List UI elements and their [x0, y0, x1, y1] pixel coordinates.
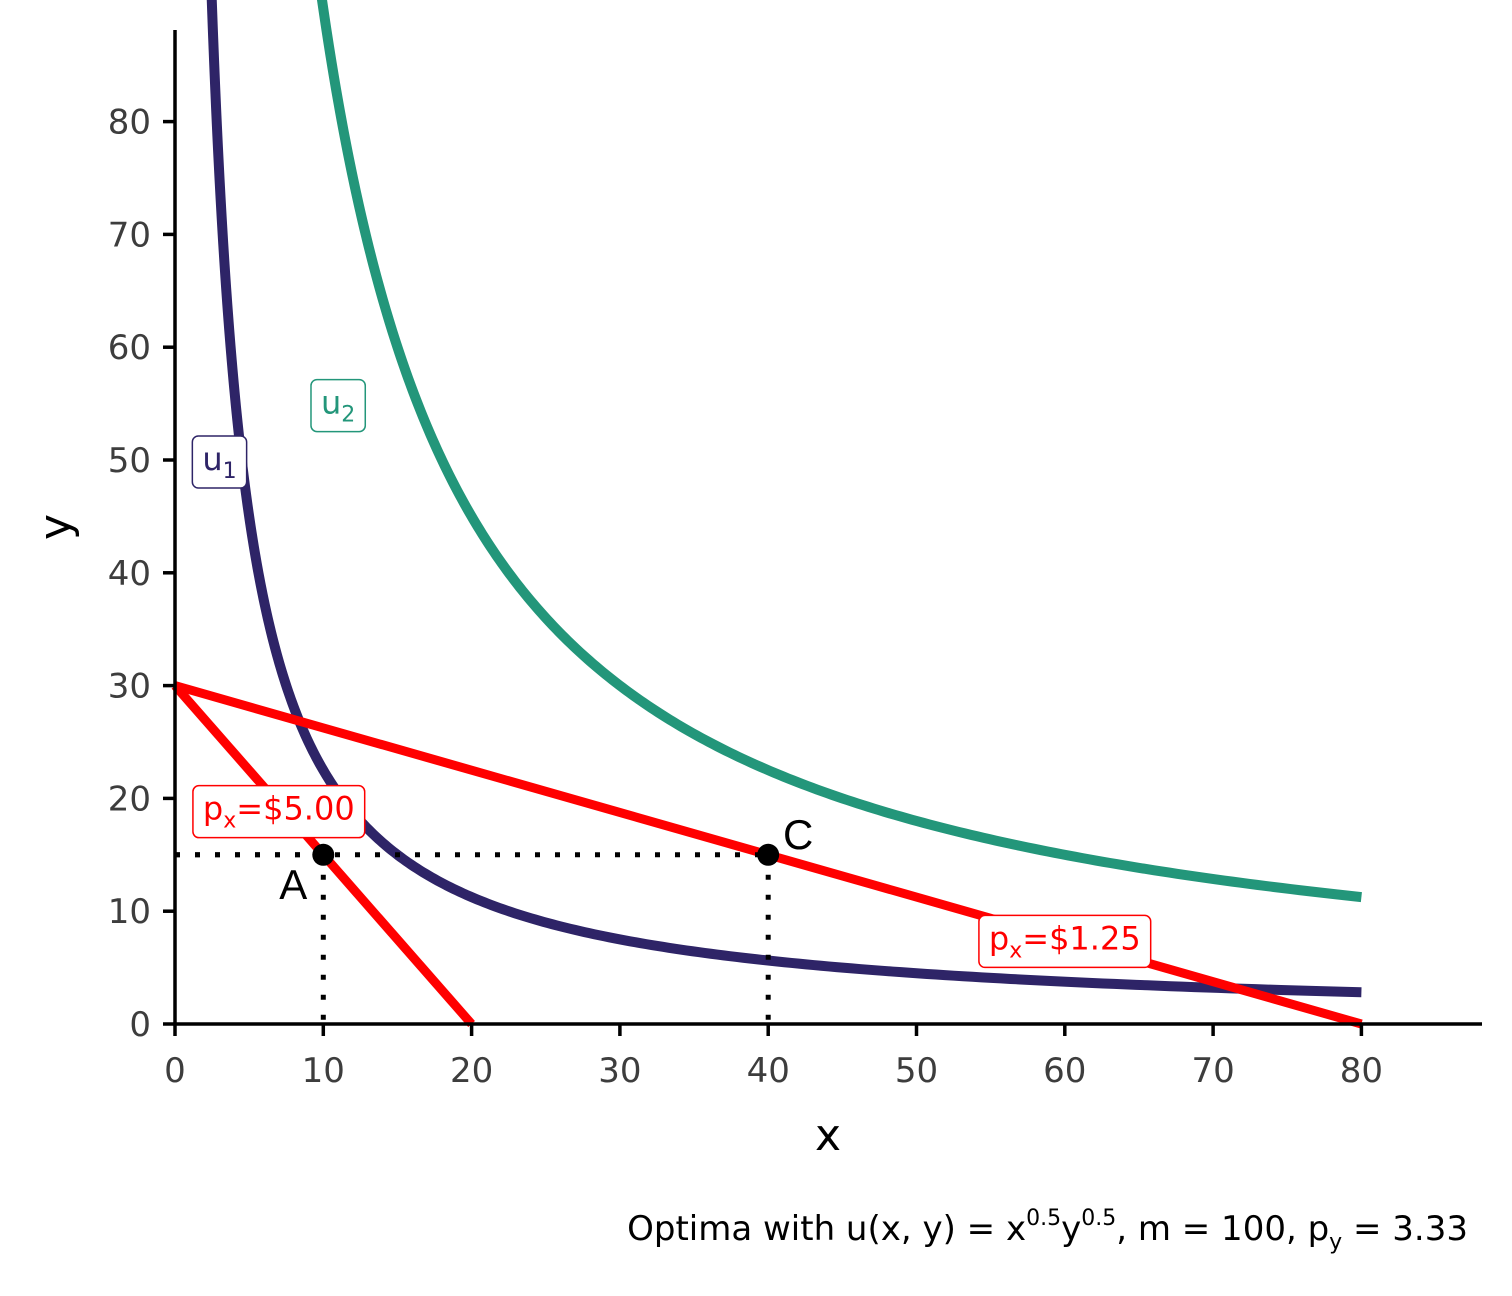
budget-label-2-text: px=$1.25	[989, 919, 1141, 963]
x-tick-label: 80	[1340, 1051, 1383, 1091]
curve-label-1-box	[191, 435, 248, 489]
chart-caption: Optima with u(x, y) = x0.5y0.5, m = 100,…	[627, 1206, 1468, 1255]
x-tick-label: 40	[747, 1051, 790, 1091]
y-tick-label: 80	[108, 103, 151, 143]
budget-label-1-box	[192, 784, 366, 839]
curve-label-2-box	[310, 378, 367, 433]
point-A	[312, 843, 335, 866]
y-tick-label: 40	[108, 554, 151, 594]
budget-label-1: px=$5.00	[192, 784, 366, 839]
curve-label-1: u1	[191, 435, 248, 489]
y-tick-label: 10	[108, 892, 151, 932]
curve-label-1-text: u1	[202, 440, 236, 484]
y-axis-title: y	[30, 514, 81, 540]
x-tick-label: 50	[895, 1051, 938, 1091]
y-tick-label: 20	[108, 779, 151, 819]
curve-label-2: u2	[310, 378, 367, 433]
budget-label-2-box	[978, 914, 1152, 969]
curve-labels: u1 u2 px=$5.00 px=$1.25	[191, 378, 1152, 969]
y-tick-label: 50	[108, 441, 151, 481]
x-tick-label: 30	[598, 1051, 641, 1091]
x-tick-label: 10	[302, 1051, 345, 1091]
y-tick-label: 60	[108, 328, 151, 368]
x-tick-label: 60	[1043, 1051, 1086, 1091]
curve-label-2-text: u2	[321, 384, 355, 428]
points: AC	[279, 811, 813, 908]
indifference-curves	[206, 0, 1362, 998]
y-ticks: 0 10 20 30 40 50 60 70 80	[108, 103, 175, 1045]
point-C	[757, 843, 780, 866]
y-tick-label: 70	[108, 215, 151, 255]
x-tick-label: 20	[450, 1051, 493, 1091]
x-tick-label: 0	[164, 1051, 186, 1091]
y-tick-label: 0	[129, 1005, 151, 1045]
x-axis-title: x	[815, 1110, 841, 1161]
budget-label-2: px=$1.25	[978, 914, 1152, 969]
indifference-curve-1	[206, 0, 1362, 998]
axes	[173, 30, 1482, 1026]
x-ticks: 0 10 20 30 40 50 60 70 80	[164, 1024, 1383, 1091]
y-tick-label: 30	[108, 667, 151, 707]
point-label-A: A	[279, 861, 307, 908]
budget-label-1-text: px=$5.00	[203, 790, 355, 834]
indifference-curve-2	[316, 0, 1362, 903]
x-tick-label: 70	[1191, 1051, 1234, 1091]
guide-lines	[175, 852, 771, 1024]
point-label-C: C	[783, 811, 813, 858]
